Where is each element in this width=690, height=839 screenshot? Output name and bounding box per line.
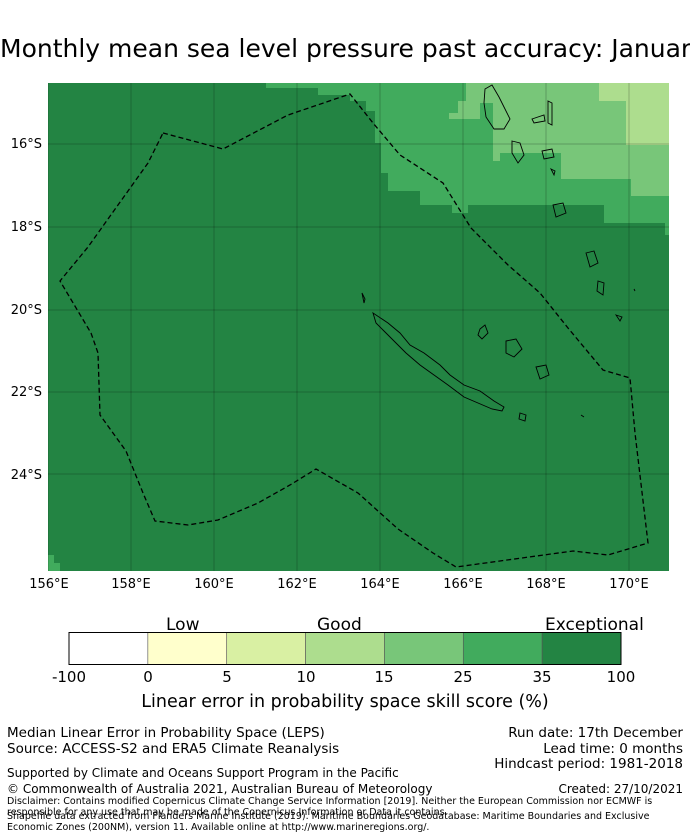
support-note: Supported by Climate and Oceans Support … — [7, 766, 399, 780]
info-method: Median Linear Error in Probability Space… — [7, 725, 325, 741]
edge-cell — [54, 563, 60, 571]
run-date: Run date: 17th December — [508, 725, 683, 741]
lead-time: Lead time: 0 months — [543, 741, 683, 757]
lon-label: 170°E — [609, 577, 649, 592]
copyright: © Commonwealth of Australia 2021, Austra… — [7, 782, 433, 796]
ouvea-island — [477, 324, 489, 340]
aneityum-island — [614, 314, 623, 322]
lon-label: 168°E — [526, 577, 566, 592]
lat-label: 16°S — [10, 137, 42, 152]
colorbar-cell — [305, 632, 385, 665]
colorbar-tick: 100 — [606, 668, 636, 686]
colorbar-label: Linear error in probability space skill … — [141, 692, 549, 712]
lat-label: 24°S — [10, 468, 42, 483]
walpole-island — [580, 414, 585, 418]
colorbar-tick: 0 — [143, 668, 153, 686]
lon-label: 156°E — [29, 577, 69, 592]
region-good-high — [449, 83, 669, 196]
lifou-island — [505, 338, 523, 358]
coastlines — [361, 84, 636, 422]
espiritu-santo — [483, 84, 511, 130]
ambae-island — [531, 114, 546, 124]
info-source: Source: ACCESS-S2 and ERA5 Climate Reana… — [7, 741, 340, 757]
tanna-island — [596, 280, 605, 296]
colorbar-tick: 5 — [222, 668, 232, 686]
colorbar-cell — [462, 632, 543, 665]
created-date: Created: 27/10/2021 — [558, 782, 683, 796]
shapefile-note: Shapefile data extracted from Flanders M… — [7, 811, 650, 833]
colorbar-cell — [384, 632, 464, 665]
isle-of-pines — [518, 412, 527, 422]
new-caledonia-island — [372, 311, 505, 412]
colorbar — [68, 632, 622, 665]
shepherd-islands — [549, 167, 556, 177]
lon-label: 162°E — [277, 577, 317, 592]
colorbar-tick: 25 — [453, 668, 473, 686]
chart-title: Monthly mean sea level pressure past acc… — [0, 34, 690, 63]
pentecost-island — [547, 100, 553, 126]
colorbar-cell — [68, 632, 149, 665]
mare-island — [535, 364, 550, 380]
lat-label: 18°S — [10, 220, 42, 235]
erromango-island — [585, 250, 599, 268]
lon-label: 164°E — [360, 577, 400, 592]
colorbar-tick: 15 — [374, 668, 394, 686]
malekula-island — [511, 140, 525, 164]
category-low: Low — [166, 615, 200, 635]
lon-label: 166°E — [443, 577, 483, 592]
colorbar-cell — [226, 632, 306, 665]
lat-label: 20°S — [10, 303, 42, 318]
lat-label: 22°S — [10, 385, 42, 400]
eez-boundary — [59, 93, 649, 568]
colorbar-cell — [541, 632, 622, 665]
lon-label: 158°E — [111, 577, 151, 592]
colorbar-tick: -100 — [51, 668, 87, 686]
efate-island — [552, 202, 567, 218]
edge-cell — [48, 555, 54, 571]
hindcast-period: Hindcast period: 1981-2018 — [494, 756, 683, 772]
skill-map — [48, 83, 669, 571]
lon-label: 160°E — [194, 577, 234, 592]
matthew-island — [633, 288, 636, 292]
category-good: Good — [317, 615, 362, 635]
region-good — [599, 83, 669, 145]
colorbar-cell — [147, 632, 228, 665]
category-exceptional: Exceptional — [545, 615, 644, 635]
disclaimer: Disclaimer: Contains modified Copernicus… — [7, 796, 653, 818]
colorbar-tick: 10 — [296, 668, 316, 686]
colorbar-tick: 35 — [532, 668, 552, 686]
epi-island — [541, 148, 555, 160]
belep-island — [361, 292, 366, 304]
